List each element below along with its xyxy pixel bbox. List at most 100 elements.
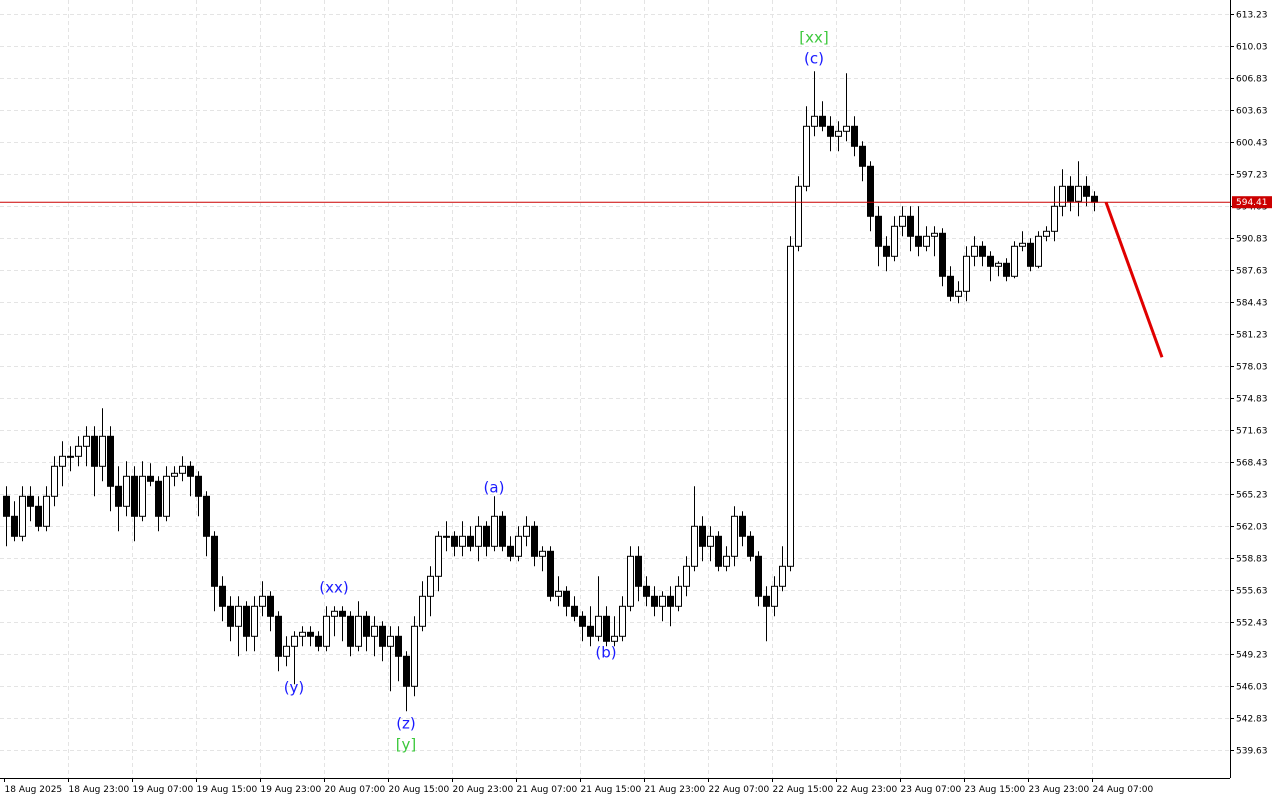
y-tick-label: 562.03 [1236,523,1268,533]
candle-body [91,435,98,467]
candle-body [131,475,138,517]
candle-body [427,575,434,597]
candle-body [835,130,842,137]
wave-label: [xx] [799,28,828,46]
y-tick-label: 549.23 [1236,651,1268,661]
candle-body [459,535,466,547]
candle-body [259,595,266,607]
candle-body [51,465,58,497]
candle-body [651,595,658,607]
y-tick-label: 581.23 [1236,331,1268,341]
price-label-bg [1232,196,1272,209]
candle-body [243,605,250,637]
candle-body [395,635,402,657]
candle-body [659,595,666,607]
y-tick-label: 552.43 [1236,619,1268,629]
candle-body [291,635,298,647]
x-tick-label: 23 Aug 15:00 [965,785,1026,795]
candle-body [643,585,650,597]
wave-label: (a) [484,478,505,496]
candle-body [995,262,1002,267]
y-tick-label: 558.83 [1236,555,1268,565]
wave-label: (xx) [319,578,348,596]
wave-label: [y] [396,735,417,753]
candle-body [539,550,546,557]
candle-body [571,605,578,617]
candle-body [555,590,562,597]
x-tick-label: 19 Aug 23:00 [261,785,322,795]
candle-body [211,535,218,587]
candle-body [739,515,746,537]
candle-body [3,495,10,517]
candle-body [763,595,770,607]
candle-body [475,525,482,547]
candle-body [219,585,226,607]
candle-body [451,535,458,547]
candle-body [603,615,610,642]
candle-body [939,232,946,277]
candle-body [1091,195,1098,203]
y-tick-label: 555.63 [1236,587,1268,597]
candle-body [331,610,338,617]
x-tick-label: 23 Aug 23:00 [1029,785,1090,795]
candle-body [251,605,258,637]
candle-body [875,215,882,247]
candle-body [963,255,970,292]
y-tick-label: 571.63 [1236,427,1268,437]
candle-body [435,535,442,577]
x-tick-label: 22 Aug 07:00 [709,785,770,795]
candle-body [867,165,874,217]
y-tick-label: 574.83 [1236,395,1268,405]
candle-body [115,485,122,507]
wave-label: (c) [804,49,824,67]
candle-body [907,215,914,237]
candle-body [1035,235,1042,267]
candle-body [347,615,354,647]
y-tick-label: 600.43 [1236,139,1268,149]
candle-body [19,495,26,537]
candle-body [675,585,682,607]
x-tick-label: 22 Aug 15:00 [773,785,834,795]
candle-body [67,455,74,458]
candle-body [579,615,586,627]
y-tick-label: 610.03 [1236,43,1268,53]
x-tick-label: 20 Aug 07:00 [325,785,386,795]
candle-body [723,555,730,567]
candle-body [667,595,674,607]
candle-body [139,475,146,517]
candle-body [851,125,858,147]
y-tick-label: 568.43 [1236,459,1268,469]
candle-body [859,145,866,167]
candle-body [203,495,210,537]
candle-body [627,555,634,607]
candle-body [323,615,330,647]
y-tick-label: 606.83 [1236,75,1268,85]
candle-body [699,525,706,547]
wave-label: (y) [284,678,305,696]
candle-body [1083,185,1090,197]
candle-body [499,515,506,547]
candle-body [619,605,626,637]
candle-body [235,605,242,627]
candle-body [483,525,490,547]
candle-body [827,125,834,137]
x-tick-label: 20 Aug 23:00 [453,785,514,795]
candle-body [1011,245,1018,277]
candle-body [915,235,922,247]
wave-label: (z) [396,714,416,732]
candle-body [275,615,282,657]
candle-body [1027,242,1034,267]
candle-body [379,625,386,647]
candle-body [355,615,362,647]
candle-body [179,465,186,474]
candle-body [403,655,410,687]
candle-body [195,475,202,497]
candle-body [515,535,522,557]
x-tick-label: 21 Aug 07:00 [517,785,578,795]
candle-body [923,235,930,247]
y-tick-label: 542.83 [1236,715,1268,725]
candle-body [83,435,90,447]
candle-body [971,245,978,257]
candle-body [147,475,154,482]
